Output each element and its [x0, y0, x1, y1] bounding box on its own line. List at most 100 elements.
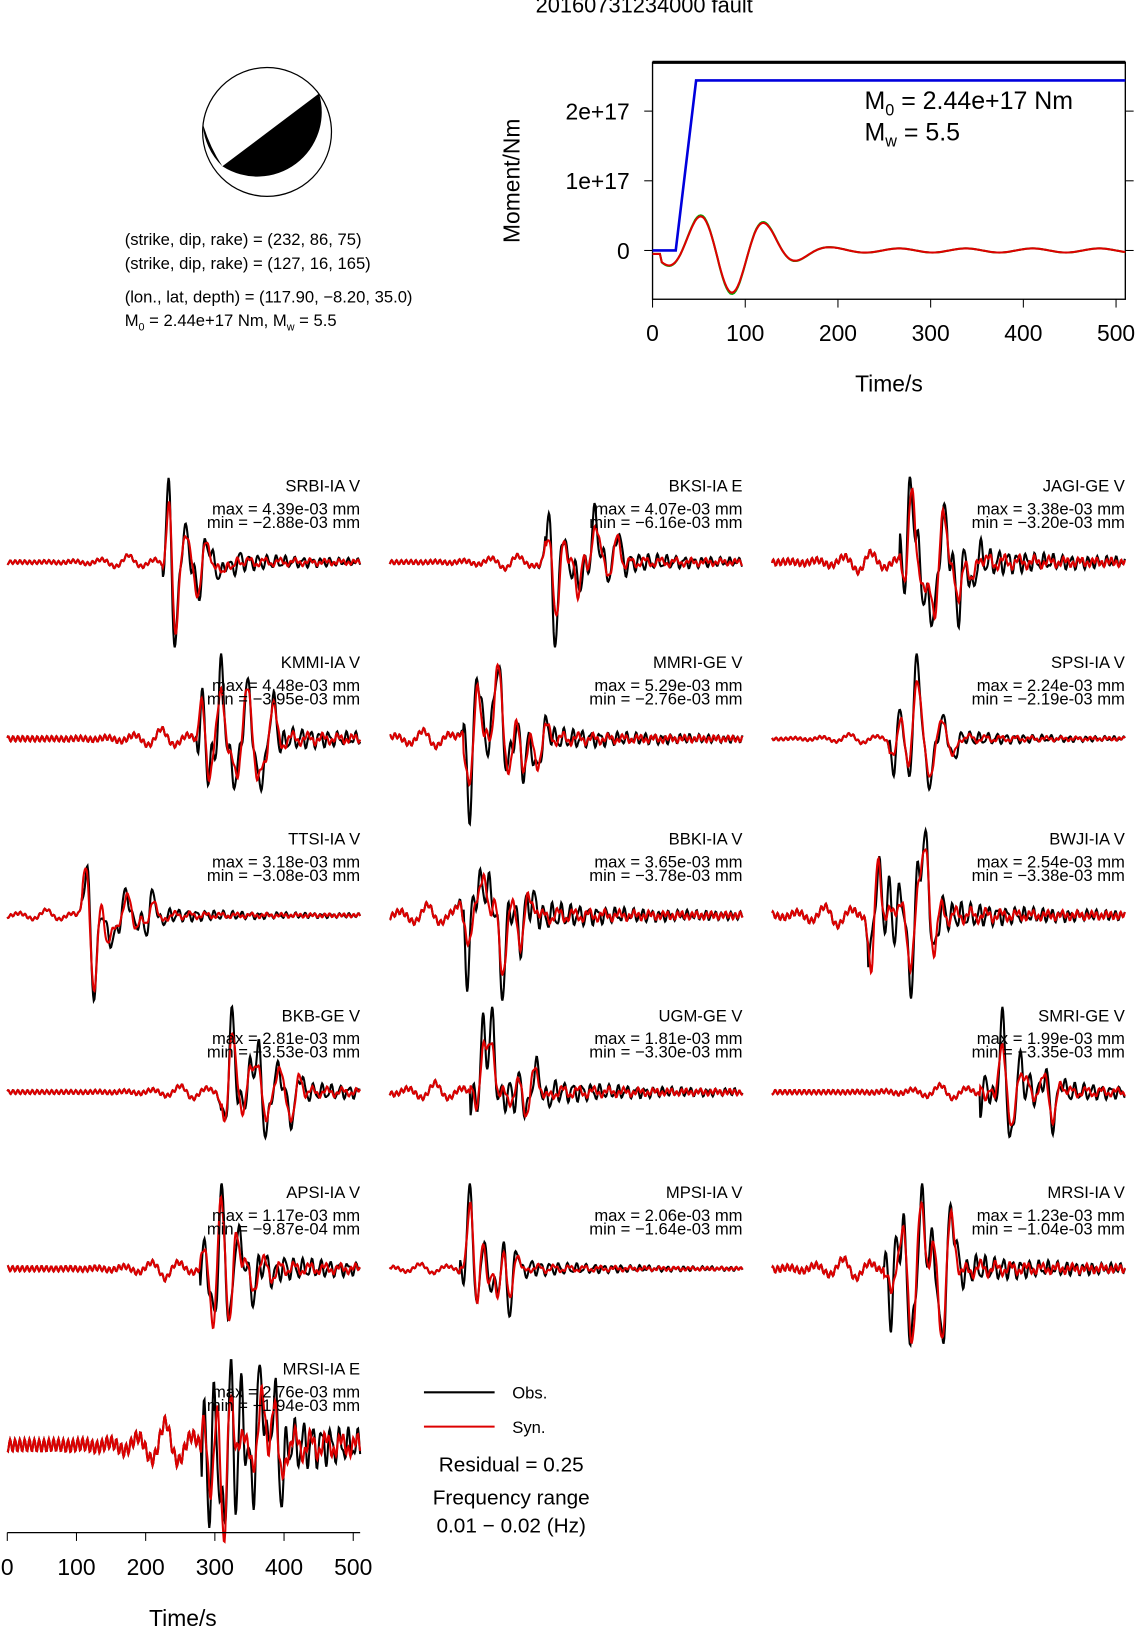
synthetic-waveform	[6, 1383, 362, 1544]
x-tick-label: 0	[646, 320, 659, 346]
synthetic-waveform	[771, 848, 1126, 976]
legend-obs: Obs.	[512, 1384, 547, 1403]
station-min: min = −3.30e-03 mm	[589, 1043, 742, 1062]
residual: Residual = 0.25	[439, 1453, 584, 1476]
station-name: SPSI-IA V	[1051, 653, 1125, 672]
station-max: max = 1.81e-03 mm	[594, 1029, 742, 1048]
station-name: MMRI-GE V	[653, 653, 743, 672]
time-tick-label: 200	[127, 1554, 165, 1580]
station-min: min = −3.08e-03 mm	[207, 866, 360, 885]
x-axis-label: Time/s	[855, 371, 923, 397]
annotation-part: M	[865, 118, 886, 146]
station-name: BKSI-IA E	[669, 476, 743, 495]
synthetic-waveform	[771, 487, 1126, 622]
synthetic-waveform	[388, 523, 743, 618]
annotation-sub: w	[884, 133, 897, 151]
annotation-sub: 0	[885, 101, 894, 119]
synthetic-waveform	[771, 1200, 1126, 1344]
legend-syn: Syn.	[512, 1418, 545, 1437]
station-max: max = 2.76e-03 mm	[212, 1383, 360, 1402]
moment-line-sub: 0	[139, 321, 145, 333]
station-max: max = 4.39e-03 mm	[212, 499, 360, 518]
synthetic-waveform	[389, 871, 744, 977]
station-max: max = 3.18e-03 mm	[212, 853, 360, 872]
beachball	[202, 66, 333, 198]
station-name: JAGI-GE V	[1043, 476, 1125, 495]
annotation: M0 = 2.44e+17 Nm	[865, 87, 1074, 119]
x-tick-label: 400	[1004, 320, 1042, 346]
station-max: max = 3.38e-03 mm	[977, 499, 1125, 518]
station-name: BWJI-IA V	[1049, 830, 1125, 849]
station-name: UGM-GE V	[659, 1006, 743, 1025]
observed-waveform	[771, 653, 1126, 792]
x-tick-label: 100	[726, 320, 764, 346]
time-axis-label: Time/s	[149, 1605, 217, 1631]
synthetic-waveform	[389, 662, 744, 788]
annotation-part: = 5.5	[897, 118, 960, 146]
station-min: min = −3.38e-03 mm	[972, 866, 1125, 885]
time-tick-label: 500	[334, 1554, 372, 1580]
y-axis-label: Moment/Nm	[499, 119, 525, 243]
time-tick-label: 100	[57, 1554, 95, 1580]
observed-waveform	[6, 1183, 361, 1323]
synthetic-waveform	[6, 867, 362, 993]
synthetic-waveform	[6, 1031, 362, 1124]
station-name: BKB-GE V	[282, 1006, 360, 1025]
mechanism-line: (strike, dip, rake) = (127, 16, 165)	[125, 254, 371, 273]
station-name: MRSI-IA V	[1047, 1183, 1125, 1202]
station-max: max = 1.99e-03 mm	[977, 1029, 1125, 1048]
legend: Obs. Syn. Residual = 0.25 Frequency rang…	[423, 1384, 590, 1538]
annotation-part: M	[865, 87, 886, 115]
source-time-function	[652, 215, 1126, 294]
station-max: max = 4.07e-03 mm	[594, 499, 742, 518]
station-name: APSI-IA V	[286, 1183, 360, 1202]
station-min: min = −1.64e-03 mm	[589, 1219, 742, 1238]
time-tick-label: 300	[196, 1554, 234, 1580]
station-min: min = −3.20e-03 mm	[972, 513, 1125, 532]
station-name: MPSI-IA V	[666, 1183, 743, 1202]
observed-waveform	[6, 863, 362, 1005]
station-min: min = −3.95e-03 mm	[207, 689, 360, 708]
moment-line	[652, 79, 1126, 252]
station-max: max = 1.23e-03 mm	[977, 1206, 1125, 1225]
station-min: min = −9.87e-04 mm	[207, 1219, 360, 1238]
station-min: min = −3.35e-03 mm	[972, 1043, 1125, 1062]
x-tick-label: 300	[912, 320, 950, 346]
station-name: SMRI-GE V	[1038, 1006, 1125, 1025]
station-name: KMMI-IA V	[281, 653, 360, 672]
station-min: min = −2.76e-03 mm	[589, 689, 742, 708]
moment-line-part: = 2.44e+17 Nm, M	[145, 311, 287, 330]
station-max: max = 1.17e-03 mm	[212, 1206, 360, 1225]
annotation-part: = 2.44e+17 Nm	[894, 87, 1073, 115]
station-max: max = 2.06e-03 mm	[594, 1206, 742, 1225]
station-min: min = −2.88e-03 mm	[207, 513, 360, 532]
observed-waveform	[6, 1004, 361, 1141]
x-tick-label: 500	[1097, 320, 1135, 346]
synthetic-waveform	[771, 679, 1126, 778]
station-min: min = −6.16e-03 mm	[589, 513, 742, 532]
y-tick-label: 2e+17	[566, 98, 630, 124]
station-min: min = −2.19e-03 mm	[972, 689, 1125, 708]
y-tick-label: 0	[617, 238, 630, 264]
station-min: min = −3.78e-03 mm	[589, 866, 742, 885]
observed-waveform	[388, 1183, 744, 1319]
figure-title: 20160731234000 fault	[536, 0, 753, 17]
synthetic-waveform	[6, 501, 362, 635]
synthetic-waveform	[388, 1201, 744, 1305]
station-max: max = 3.65e-03 mm	[594, 853, 742, 872]
annotation: Mw = 5.5	[865, 118, 961, 150]
freq-range: 0.01 − 0.02 (Hz)	[436, 1515, 585, 1538]
station-max: max = 4.48e-03 mm	[212, 676, 360, 695]
synthetic-waveform	[388, 1038, 744, 1119]
observed-waveform	[6, 653, 362, 795]
moment-line-sub: w	[286, 321, 295, 333]
moment-line-part: M	[125, 311, 139, 330]
station-name: MRSI-IA E	[283, 1360, 361, 1379]
moment-line-part: = 5.5	[295, 311, 337, 330]
x-tick-label: 200	[819, 320, 857, 346]
synthetic-waveform	[6, 685, 362, 783]
time-tick-label: 400	[265, 1554, 303, 1580]
mechanism-line: (lon., lat, depth) = (117.90, −8.20, 35.…	[125, 287, 413, 306]
moment-line: M0 = 2.44e+17 Nm, Mw = 5.5	[125, 311, 337, 333]
